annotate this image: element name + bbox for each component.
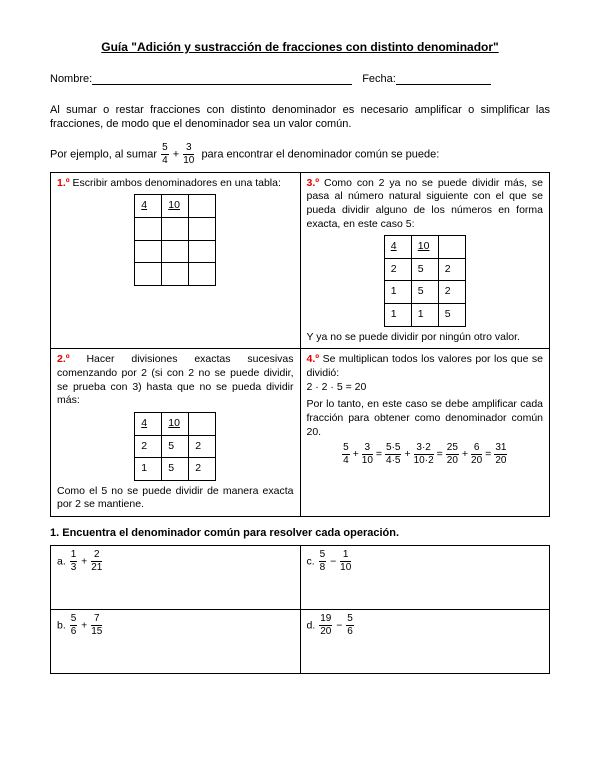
step-3-tail: Y ya no se puede dividir por ningún otro…	[307, 331, 544, 345]
exercise-a[interactable]: a. 13 + 221	[51, 546, 301, 610]
eq-frac: 2520	[446, 443, 459, 466]
equation-line: 54+310=5·54·5+3·210·2=2520+620=3120	[307, 443, 544, 466]
eq-op: +	[353, 448, 359, 462]
step-1-num: 1.º	[57, 177, 70, 189]
step-1-cell: 1.º Escribir ambos denominadores en una …	[51, 172, 301, 349]
step-4-text: Se multiplican todos los valores por los…	[307, 353, 544, 379]
step-2-tail: Como el 5 no se puede dividir de manera …	[57, 485, 294, 512]
worksheet-page: Guía "Adición y sustracción de fraccione…	[0, 0, 600, 777]
factor-table-1: 410	[134, 194, 216, 286]
ex-b-f2: 715	[91, 614, 102, 637]
steps-table: 1.º Escribir ambos denominadores en una …	[50, 172, 550, 518]
eq-frac: 620	[471, 443, 482, 466]
eq-frac: 3120	[494, 443, 507, 466]
name-field: Nombre:	[50, 72, 352, 85]
step-3-cell: 3.º Como con 2 ya no se puede dividir má…	[300, 172, 550, 349]
intro-paragraph: Al sumar o restar fracciones con distint…	[50, 103, 550, 132]
step-4-cell: 4.º Se multiplican todos los valores por…	[300, 349, 550, 517]
ex-b-f1: 56	[70, 614, 78, 637]
ex-a-f1: 13	[70, 550, 78, 573]
ex-d-f2: 56	[346, 614, 354, 637]
ex-c-op: −	[330, 555, 336, 567]
exercise-b[interactable]: b. 56 + 715	[51, 610, 301, 674]
example-line: Por ejemplo, al sumar 5 4 + 3 10 para en…	[50, 143, 550, 166]
plus-sign: +	[173, 148, 179, 160]
page-title: Guía "Adición y sustracción de fraccione…	[50, 40, 550, 54]
ex-d-op: −	[336, 619, 342, 631]
name-line[interactable]	[92, 72, 352, 85]
factor-table-3: 410 252 152 115	[384, 235, 466, 327]
example-frac-a: 5 4	[161, 143, 169, 166]
exercise-c[interactable]: c. 58 − 110	[300, 546, 550, 610]
exercise-heading: 1. Encuentra el denominador común para r…	[50, 527, 550, 539]
ex-a-f2: 221	[91, 550, 102, 573]
step-2-cell: 2.º Hacer divisiones exactas sucesivas c…	[51, 349, 301, 517]
eq-op: +	[404, 448, 410, 462]
eq-op: =	[437, 448, 443, 462]
eq-frac: 3·210·2	[414, 443, 434, 466]
step-1-text: Escribir ambos denominadores en una tabl…	[73, 177, 281, 189]
date-field: Fecha:	[362, 72, 491, 85]
ex-c-f1: 58	[319, 550, 327, 573]
ex-d-f1: 1920	[319, 614, 332, 637]
step-3-text: Como con 2 ya no se puede dividir más, s…	[307, 177, 544, 230]
ex-c-label: c.	[307, 555, 315, 567]
example-post: para encontrar el denominador común se p…	[201, 148, 439, 160]
step-3-num: 3.º	[307, 177, 320, 189]
date-line[interactable]	[396, 72, 491, 85]
eq-frac: 310	[362, 443, 373, 466]
step-2-num: 2.º	[57, 353, 70, 365]
eq-op: =	[485, 448, 491, 462]
eq-op: =	[376, 448, 382, 462]
name-label: Nombre:	[50, 73, 92, 85]
eq-op: +	[462, 448, 468, 462]
ex-a-op: +	[81, 555, 87, 567]
ex-b-op: +	[81, 619, 87, 631]
example-frac-b: 3 10	[183, 143, 194, 166]
eq-frac: 54	[342, 443, 350, 466]
step-4-explain: Por lo tanto, en este caso se debe ampli…	[307, 398, 544, 439]
exercise-d[interactable]: d. 1920 − 56	[300, 610, 550, 674]
exercise-table: a. 13 + 221 c. 58 − 110 b. 56 + 715 d. 1…	[50, 545, 550, 674]
step-2-text: Hacer divisiones exactas sucesivas comen…	[57, 353, 294, 406]
ex-c-f2: 110	[340, 550, 351, 573]
factor-table-2: 410 252 152	[134, 412, 216, 481]
step-4-calc: 2 · 2 · 5 = 20	[307, 381, 544, 395]
ex-a-label: a.	[57, 555, 66, 567]
identity-row: Nombre: Fecha:	[50, 72, 550, 85]
eq-frac: 5·54·5	[385, 443, 401, 466]
example-pre: Por ejemplo, al sumar	[50, 148, 157, 160]
date-label: Fecha:	[362, 73, 396, 85]
step-4-num: 4.º	[307, 353, 320, 365]
ex-d-label: d.	[307, 619, 316, 631]
ex-b-label: b.	[57, 619, 66, 631]
